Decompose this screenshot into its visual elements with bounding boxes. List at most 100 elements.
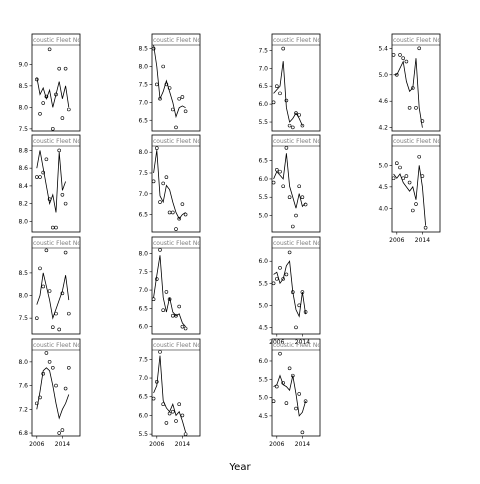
y-tick-label: 8.0: [18, 359, 28, 366]
data-point: [34, 401, 39, 406]
series-line: [393, 165, 426, 226]
x-axis-label: Year: [228, 462, 251, 473]
data-point: [404, 59, 409, 64]
data-point: [290, 125, 295, 130]
data-point: [271, 100, 276, 105]
y-tick-label: 5.0: [258, 213, 268, 220]
data-point: [151, 46, 156, 51]
data-point: [151, 396, 156, 401]
panel-frame: [151, 236, 201, 335]
data-point: [155, 277, 159, 281]
data-point: [57, 148, 62, 153]
data-point: [155, 146, 159, 150]
y-tick-label: 8.2: [18, 201, 28, 208]
data-point: [297, 113, 302, 117]
y-tick-label: 7.0: [138, 191, 148, 198]
y-tick-label: 7.0: [138, 375, 148, 382]
data-point: [44, 248, 49, 253]
y-tick-label: 6.0: [138, 412, 148, 419]
data-point: [278, 266, 282, 270]
y-tick-label: 4.2: [378, 125, 388, 132]
data-point: [38, 266, 42, 271]
data-point: [177, 402, 181, 407]
x-tick-label: 2014: [55, 441, 70, 448]
strip-label: coustic Fleet No: [273, 342, 321, 349]
data-point: [281, 46, 286, 51]
data-point: [164, 290, 169, 294]
panel-frame: [271, 236, 321, 335]
data-point: [47, 289, 52, 293]
data-point: [417, 46, 422, 51]
series-line: [36, 367, 70, 420]
strip-label: coustic Fleet No: [153, 342, 201, 349]
data-point: [44, 351, 49, 355]
data-point: [57, 431, 62, 435]
data-point: [183, 432, 188, 436]
y-tick-label: 5.4: [378, 45, 388, 52]
data-point: [180, 202, 185, 206]
strip-label: coustic Fleet No: [153, 138, 201, 145]
y-tick-label: 7.5: [138, 356, 148, 363]
data-point: [57, 66, 62, 71]
data-point: [391, 176, 396, 181]
data-point: [54, 311, 58, 316]
data-point: [271, 180, 276, 185]
data-point: [274, 84, 279, 89]
y-tick-label: 6.0: [258, 176, 268, 183]
data-point: [34, 175, 39, 179]
y-tick-label: 7.5: [258, 47, 268, 54]
y-tick-label: 5.5: [258, 194, 268, 201]
panel-frame: [31, 33, 81, 132]
y-tick-label: 7.0: [138, 287, 148, 294]
data-point: [287, 250, 292, 255]
panel-frame: [151, 338, 201, 437]
data-point: [394, 72, 399, 77]
data-point: [281, 381, 286, 385]
y-tick-label: 8.0: [18, 104, 28, 111]
y-tick-label: 5.5: [258, 376, 268, 383]
data-point: [407, 106, 412, 110]
data-point: [281, 277, 286, 281]
data-point: [158, 96, 162, 101]
y-tick-label: 6.5: [258, 158, 268, 165]
y-tick-label: 7.2: [18, 406, 28, 413]
data-point: [54, 92, 58, 97]
series-line: [273, 260, 306, 318]
y-tick-label: 9.0: [18, 61, 28, 68]
data-point: [287, 195, 292, 200]
data-point: [414, 106, 418, 110]
data-point: [171, 313, 175, 318]
x-tick-label: 2006: [389, 237, 404, 244]
y-tick-label: 5.0: [258, 395, 268, 402]
data-point: [174, 419, 178, 423]
data-point: [161, 64, 165, 69]
data-point: [164, 421, 169, 425]
data-point: [167, 411, 172, 416]
data-point: [401, 176, 406, 181]
data-point: [297, 303, 302, 308]
data-point: [290, 290, 295, 294]
data-point: [41, 371, 46, 376]
strip-label: coustic Fleet No: [393, 37, 441, 44]
data-point: [167, 210, 172, 215]
data-point: [38, 112, 42, 116]
y-tick-label: 7.5: [138, 81, 148, 88]
series-line: [393, 58, 423, 128]
x-tick-label: 2006: [149, 441, 164, 448]
data-point: [167, 297, 172, 302]
data-point: [34, 77, 39, 82]
data-point: [57, 327, 62, 332]
data-point: [284, 401, 289, 405]
data-point: [54, 383, 58, 388]
y-tick-label: 5.5: [138, 431, 148, 438]
data-point: [158, 350, 162, 354]
y-tick-label: 8.8: [18, 147, 28, 154]
data-point: [271, 281, 276, 286]
panel-frame: [31, 134, 81, 233]
data-point: [41, 101, 46, 105]
panel-frame: [151, 33, 201, 132]
data-point: [67, 365, 71, 370]
series-line: [153, 44, 186, 119]
data-point: [401, 56, 406, 61]
